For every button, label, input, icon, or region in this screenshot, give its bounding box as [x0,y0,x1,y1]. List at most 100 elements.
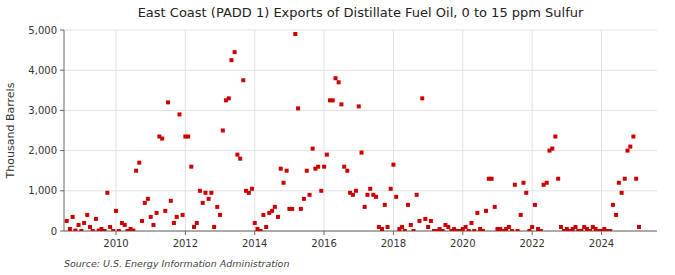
annotation: Source: U.S. Energy Information Administ… [64,258,289,269]
point [469,221,473,225]
point [207,197,211,201]
point [131,229,135,231]
point [420,96,424,100]
point [360,151,364,155]
point [513,183,517,187]
point [403,229,407,231]
point [490,177,494,181]
point [319,189,323,193]
point [273,205,277,209]
point [339,102,343,106]
point [342,165,346,169]
grid-line [64,190,657,191]
point [539,229,543,231]
point [65,219,69,223]
point [446,225,450,229]
point [169,199,173,203]
point [409,223,413,227]
point [218,213,222,217]
point [423,217,427,221]
tick-label: 5,000 [28,25,57,36]
axis-label: Thousand Barrels [4,82,17,179]
point [172,221,176,225]
point [484,209,488,213]
point [175,215,179,219]
point [519,213,523,217]
tick-mark [60,150,64,151]
point [524,191,528,195]
point [380,227,384,231]
point [177,112,181,116]
point [259,229,263,231]
point [261,213,265,217]
point [296,106,300,110]
grid [64,30,657,231]
point [426,225,430,229]
point [354,189,358,193]
point [146,197,150,201]
point [290,207,294,211]
point [325,153,329,157]
point [574,225,578,229]
tick-mark [532,231,533,235]
point [614,213,618,217]
point [383,203,387,207]
tick-mark [393,231,394,235]
point [527,229,531,231]
point [299,207,303,211]
point [302,197,306,201]
grid-line [64,30,657,31]
points [65,32,641,231]
point [247,191,251,195]
point [365,193,369,197]
tick-mark [254,231,255,235]
point [79,229,83,231]
point [389,187,393,191]
point [186,135,190,139]
point [559,225,563,229]
point [209,191,213,195]
tick-mark [601,231,602,235]
point [285,169,289,173]
point [143,201,147,205]
grid-line [601,30,602,231]
point [198,189,202,193]
point [363,205,367,209]
point [137,161,141,165]
tick-label: 2014 [242,238,267,249]
point [108,225,112,229]
tick-label: 2,000 [28,145,57,156]
point [88,225,92,229]
point [550,147,554,151]
tick-label: 2024 [589,238,614,249]
point [391,163,395,167]
chart: East Coast (PADD 1) Exports of Distillat… [0,0,675,275]
point [510,229,514,231]
point [400,225,404,229]
point [334,76,338,80]
point [637,225,641,229]
tick-label: 2018 [381,238,406,249]
point [111,229,115,231]
point [337,80,341,84]
point [626,149,630,153]
grid-line [185,30,186,231]
point [68,227,72,231]
point [634,177,638,181]
point [481,229,485,231]
point [73,229,77,231]
y-axis-line [64,30,65,231]
point [181,213,185,217]
point [105,191,109,195]
point [166,100,170,104]
point [415,193,419,197]
point [264,225,268,229]
point [270,209,274,213]
point [215,205,219,209]
tick-label: 2016 [311,238,336,249]
point [521,181,525,185]
tick-label: 2020 [450,238,475,249]
tick-label: 0 [51,226,57,237]
point [94,217,98,221]
point [611,203,615,207]
